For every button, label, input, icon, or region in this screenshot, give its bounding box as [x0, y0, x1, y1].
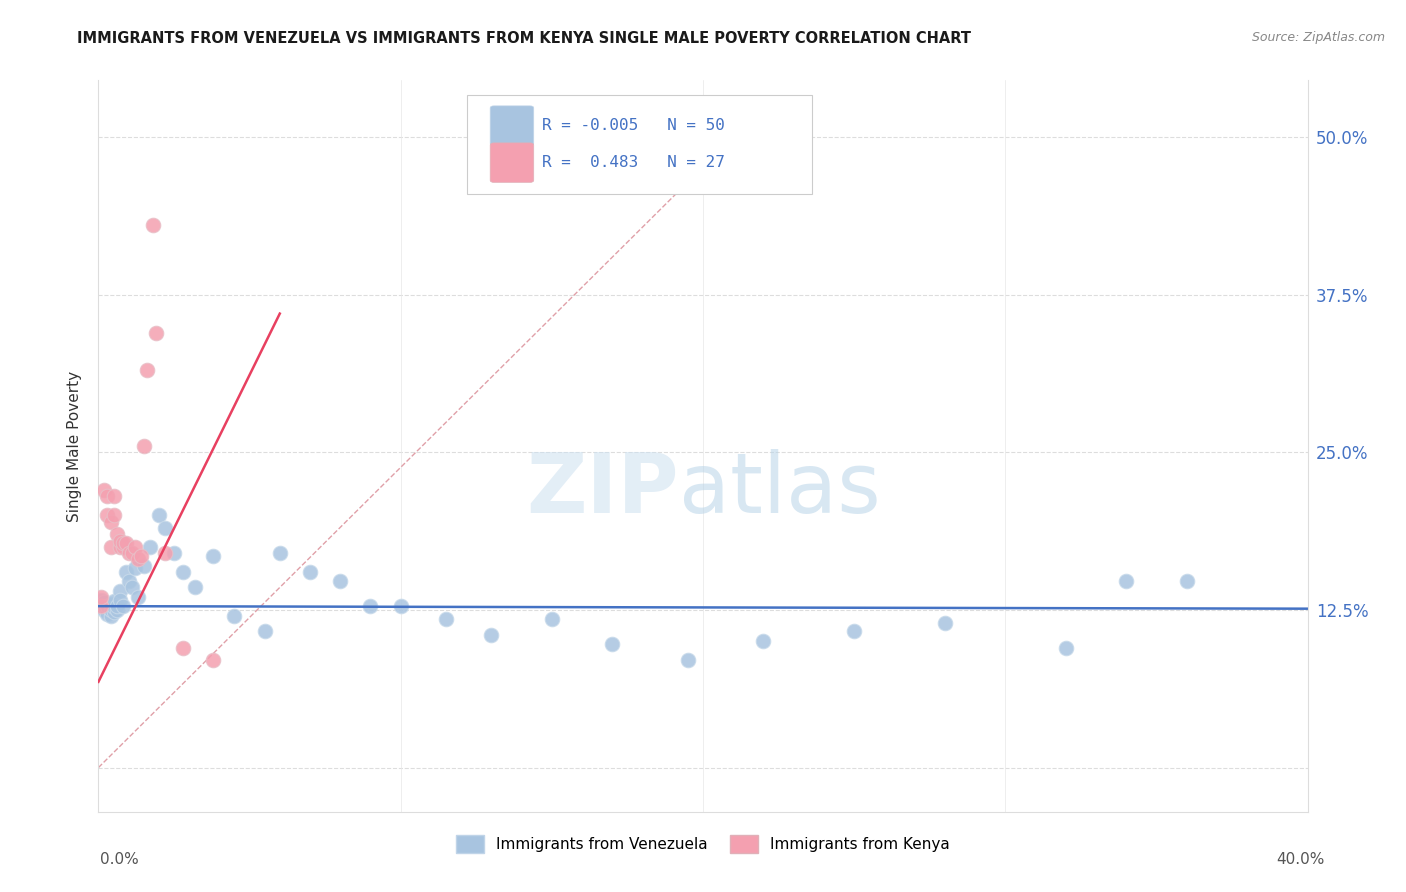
FancyBboxPatch shape: [491, 106, 534, 145]
Point: [90, 591, 112, 605]
Point: [118, 546, 141, 560]
Point: [111, 540, 134, 554]
Point: [1175, 574, 1198, 588]
Point: [103, 490, 125, 504]
Point: [540, 612, 562, 626]
Point: [184, 580, 207, 594]
Text: 0.0%: 0.0%: [100, 852, 139, 867]
Point: [132, 439, 155, 453]
FancyBboxPatch shape: [491, 143, 534, 182]
Point: [148, 508, 170, 523]
FancyBboxPatch shape: [467, 95, 811, 194]
Point: [93, 483, 115, 497]
Point: [202, 653, 225, 667]
Point: [105, 603, 128, 617]
Point: [360, 599, 382, 614]
Point: [121, 546, 143, 560]
Point: [105, 599, 128, 614]
Point: [145, 326, 167, 340]
Point: [90, 599, 112, 614]
Point: [329, 574, 352, 588]
Point: [93, 599, 115, 614]
Text: IMMIGRANTS FROM VENEZUELA VS IMMIGRANTS FROM KENYA SINGLE MALE POVERTY CORRELATI: IMMIGRANTS FROM VENEZUELA VS IMMIGRANTS …: [77, 31, 972, 46]
Point: [100, 540, 122, 554]
Point: [163, 546, 186, 560]
Point: [1115, 574, 1137, 588]
Point: [96, 490, 118, 504]
Point: [103, 606, 125, 620]
Text: R = -0.005   N = 50: R = -0.005 N = 50: [543, 118, 725, 133]
Point: [1054, 640, 1077, 655]
Point: [118, 574, 141, 588]
Point: [172, 565, 194, 579]
Point: [253, 624, 276, 639]
Text: 40.0%: 40.0%: [1277, 852, 1324, 867]
Point: [90, 600, 112, 615]
Point: [299, 565, 322, 579]
Point: [124, 540, 146, 554]
Point: [111, 536, 134, 550]
Point: [108, 592, 131, 607]
Point: [96, 607, 118, 621]
Point: [90, 597, 112, 611]
Point: [389, 599, 412, 614]
Text: R =  0.483   N = 27: R = 0.483 N = 27: [543, 155, 725, 170]
Text: atlas: atlas: [679, 450, 880, 531]
Point: [224, 609, 246, 624]
Point: [108, 584, 131, 599]
Point: [153, 546, 176, 560]
Point: [132, 558, 155, 573]
Point: [100, 515, 122, 529]
Point: [676, 653, 699, 667]
Point: [114, 536, 136, 550]
Point: [93, 603, 115, 617]
Point: [114, 565, 136, 579]
Y-axis label: Single Male Poverty: Single Male Poverty: [67, 370, 83, 522]
Point: [121, 580, 143, 594]
Point: [269, 546, 291, 560]
Point: [100, 609, 122, 624]
Point: [103, 600, 125, 615]
Point: [202, 549, 225, 563]
Text: ZIP: ZIP: [526, 450, 679, 531]
Point: [108, 540, 131, 554]
Point: [105, 527, 128, 541]
Point: [90, 592, 112, 607]
Point: [100, 597, 122, 611]
Point: [127, 591, 149, 605]
Point: [434, 612, 457, 626]
Point: [108, 533, 131, 548]
Text: Source: ZipAtlas.com: Source: ZipAtlas.com: [1251, 31, 1385, 45]
Point: [934, 615, 956, 630]
Point: [103, 508, 125, 523]
Legend: Immigrants from Venezuela, Immigrants from Kenya: Immigrants from Venezuela, Immigrants fr…: [450, 829, 956, 859]
Point: [127, 552, 149, 566]
Point: [139, 540, 162, 554]
Point: [103, 594, 125, 608]
Point: [844, 624, 866, 639]
Point: [135, 363, 157, 377]
Point: [111, 599, 134, 614]
Point: [602, 637, 624, 651]
Point: [96, 599, 118, 614]
Point: [100, 603, 122, 617]
Point: [752, 634, 775, 648]
Point: [124, 561, 146, 575]
Point: [481, 628, 503, 642]
Point: [93, 595, 115, 609]
Point: [172, 640, 194, 655]
Point: [153, 521, 176, 535]
Point: [96, 508, 118, 523]
Point: [129, 549, 152, 563]
Point: [142, 219, 165, 233]
